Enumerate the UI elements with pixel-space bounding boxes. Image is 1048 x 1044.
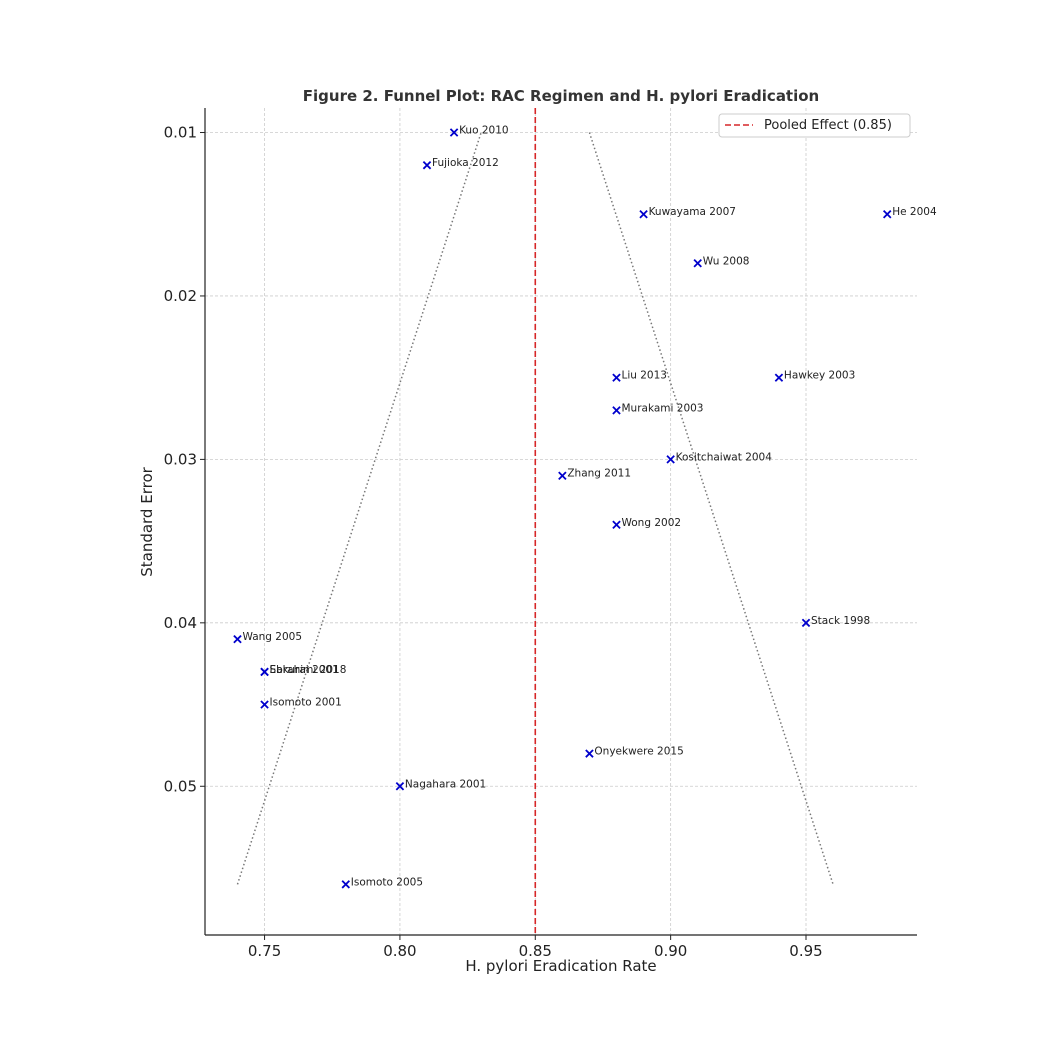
point-marker-stroke <box>639 209 648 219</box>
study-point: Onyekwere 2015 <box>585 746 684 758</box>
point-marker-stroke <box>558 471 567 480</box>
study-point: He 2004 <box>882 206 937 219</box>
point-label: Stack 1998 <box>811 615 870 627</box>
x-tick-label: 0.95 <box>789 942 822 960</box>
point-label: Ebrahimi 2018 <box>270 664 347 676</box>
study-point: Hawkey 2003 <box>774 370 855 382</box>
point-marker-stroke <box>260 667 269 677</box>
study-point: Stack 1998 <box>801 615 870 628</box>
point-label: Kositchaiwat 2004 <box>676 451 773 463</box>
point-marker-stroke <box>612 406 621 415</box>
y-tick-label: 0.03 <box>164 450 197 468</box>
study-point: Isomoto 2001 <box>260 697 342 709</box>
legend-box <box>718 113 911 138</box>
point-marker-stroke <box>422 160 432 170</box>
axes <box>200 108 917 940</box>
point-label: Wong 2002 <box>621 517 681 529</box>
point-label: Isomoto 2005 <box>351 876 423 888</box>
point-marker-stroke <box>395 782 405 791</box>
point-label: Isomoto 2001 <box>270 697 342 709</box>
point-label: Zhang 2011 <box>567 468 631 480</box>
x-tick-label: 0.85 <box>519 942 552 960</box>
point-label: Murakami 2003 <box>621 402 703 414</box>
study-point: Murakami 2003 <box>612 402 704 415</box>
x-tick-label: 0.80 <box>383 942 416 960</box>
point-marker-stroke <box>260 700 269 709</box>
point-marker-stroke <box>882 209 892 219</box>
tick-labels: 0.75 0.80 0.85 0.90 0.95 0.01 0.02 0.03 0.04 0.05 <box>164 124 823 960</box>
study-point: Nagahara 2001 <box>395 778 486 791</box>
y-tick-label: 0.01 <box>164 124 197 142</box>
point-marker-stroke <box>585 749 594 758</box>
y-axis-label: Standard Error <box>138 466 156 576</box>
point-marker-stroke <box>612 373 621 382</box>
x-tick-label: 0.75 <box>248 942 281 960</box>
point-label: Sakurai 2001 <box>270 664 339 676</box>
point-label: Kuo 2010 <box>459 125 509 137</box>
point-label: He 2004 <box>892 206 937 218</box>
x-axis-label: H. pylori Eradication Rate <box>465 957 656 975</box>
study-point: Liu 2013 <box>612 370 667 382</box>
point-marker-stroke <box>449 128 459 137</box>
point-label: Wu 2008 <box>703 255 750 267</box>
chart-title: Figure 2. Funnel Plot: RAC Regimen and H… <box>303 87 819 105</box>
point-label: Nagahara 2001 <box>405 778 486 790</box>
funnel-line-left <box>236 132 482 885</box>
legend-label-pooled-effect: Pooled Effect (0.85) <box>764 118 892 133</box>
point-label: Onyekwere 2015 <box>594 746 683 758</box>
study-point: Kuo 2010 <box>449 125 509 137</box>
point-marker-stroke <box>233 634 242 644</box>
x-tick-label: 0.90 <box>654 942 687 960</box>
grid-lines <box>205 108 917 935</box>
study-point: Kuwayama 2007 <box>639 206 736 219</box>
point-label: Liu 2013 <box>621 370 666 382</box>
study-point: Wu 2008 <box>693 255 750 268</box>
point-marker-stroke <box>774 373 784 382</box>
y-tick-label: 0.04 <box>164 614 197 632</box>
point-label: Hawkey 2003 <box>784 370 855 382</box>
funnel-line-right <box>588 132 834 885</box>
point-label: Fujioka 2012 <box>432 157 499 169</box>
point-label: Wang 2005 <box>242 631 302 643</box>
study-points: Kuo 2010 Fujioka 2012 Kuwayama 2007 He 2004… <box>233 125 937 889</box>
point-label: Kuwayama 2007 <box>649 206 736 218</box>
legend: Pooled Effect (0.85) <box>718 113 911 138</box>
point-marker-stroke <box>666 455 675 464</box>
point-marker-stroke <box>612 520 621 530</box>
study-point: Zhang 2011 <box>558 468 631 480</box>
study-point: Wong 2002 <box>612 517 681 530</box>
y-tick-label: 0.02 <box>164 287 197 305</box>
point-marker-stroke <box>801 618 811 628</box>
study-point: Kositchaiwat 2004 <box>666 451 773 464</box>
study-point: Fujioka 2012 <box>422 157 499 170</box>
point-marker-stroke <box>341 880 351 889</box>
study-point: Ebrahimi 2018 <box>260 664 347 677</box>
point-marker-stroke <box>693 259 702 268</box>
y-tick-label: 0.05 <box>164 777 197 795</box>
study-point: Isomoto 2005 <box>341 876 423 889</box>
study-point: Wang 2005 <box>233 631 302 644</box>
